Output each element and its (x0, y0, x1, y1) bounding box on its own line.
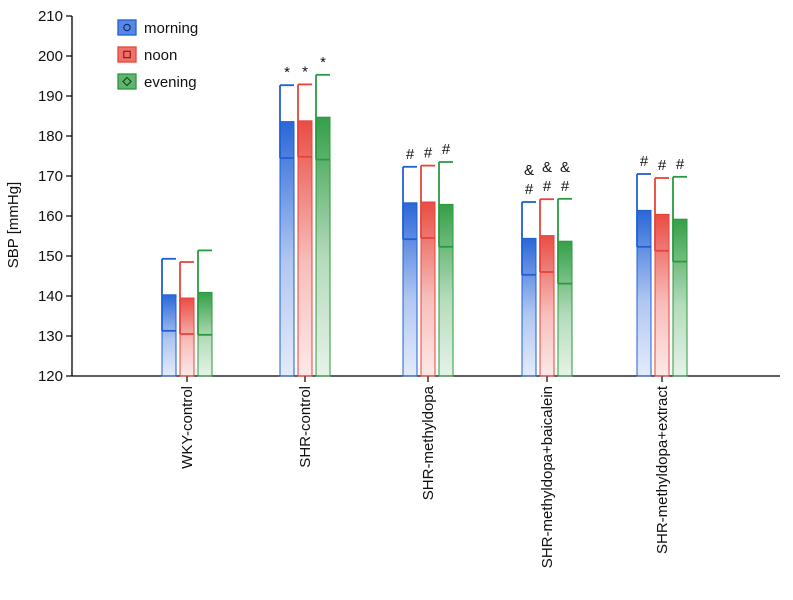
y-tick-label: 200 (38, 48, 63, 65)
significance-marker: * (320, 54, 326, 71)
legend-label: evening (144, 74, 197, 91)
category-labels: WKY-control SHR-control SHR-methyldopa SHR-… (179, 385, 671, 568)
bar-noon-shr-methyldopa (420, 201, 436, 377)
significance-marker: # (406, 146, 415, 163)
circle-marker-icon (123, 23, 131, 32)
bar-evening-shr-methyldopa (438, 203, 454, 377)
significance-marker: # (561, 178, 570, 195)
significance-markers: * **# # #&#&#&## # # (284, 54, 685, 198)
legend-item-evening: evening (117, 73, 197, 91)
category-label-shr-methyldopa-baicalein: SHR-methyldopa+baicalein (539, 386, 556, 568)
significance-marker: # (442, 141, 451, 158)
legend: morning noon evening (117, 19, 198, 91)
y-axis: 120 130 140 150 160 170 180 190 200 210 (38, 8, 73, 385)
y-tick-label: 130 (38, 328, 63, 345)
significance-marker: & (542, 159, 552, 176)
error-bars (161, 73, 687, 336)
significance-marker: # (676, 156, 685, 173)
bar-evening-shr-methyldopa-extract (672, 218, 688, 377)
y-tick-label: 210 (38, 8, 63, 25)
legend-swatch (117, 73, 137, 90)
bars (161, 116, 688, 377)
significance-marker: * (302, 63, 308, 80)
bar-noon-shr-methyldopa-extract (654, 213, 670, 377)
bar-morning-shr-methyldopa-extract (636, 209, 652, 377)
bar-evening-shr-control (315, 116, 331, 377)
square-marker-icon (123, 50, 131, 59)
diamond-marker-icon (122, 76, 132, 87)
significance-marker: * (284, 64, 290, 81)
x-axis (72, 375, 780, 382)
category-label-shr-methyldopa: SHR-methyldopa (420, 385, 437, 500)
bar-morning-shr-control (279, 121, 295, 377)
bar-morning-shr-methyldopa (402, 202, 418, 377)
y-tick-label: 180 (38, 128, 63, 145)
y-tick-label: 190 (38, 88, 63, 105)
significance-marker: # (424, 145, 433, 162)
bar-noon-shr-methyldopa-baicalein (539, 235, 555, 377)
legend-label: morning (144, 20, 198, 37)
significance-marker: # (658, 157, 667, 174)
y-tick-label: 140 (38, 288, 63, 305)
significance-marker: # (543, 178, 552, 195)
y-tick-label: 160 (38, 208, 63, 225)
y-tick-label: 170 (38, 168, 63, 185)
y-tick-label: 120 (38, 368, 63, 385)
significance-marker: # (525, 181, 534, 198)
significance-marker: & (524, 162, 534, 179)
significance-marker: # (640, 153, 649, 170)
category-label-shr-methyldopa-extract: SHR-methyldopa+extract (654, 385, 671, 554)
significance-marker: & (560, 159, 570, 176)
bar-noon-wky-control (179, 297, 195, 377)
legend-item-morning: morning (117, 19, 198, 37)
bar-evening-shr-methyldopa-baicalein (557, 240, 573, 377)
y-axis-title: SBP [mmHg] (5, 182, 22, 268)
legend-swatch (117, 46, 137, 63)
legend-item-noon: noon (117, 46, 177, 64)
bar-morning-shr-methyldopa-baicalein (521, 237, 537, 377)
y-tick-label: 150 (38, 248, 63, 265)
category-label-wky-control: WKY-control (179, 386, 196, 469)
legend-swatch (117, 19, 137, 36)
bar-morning-wky-control (161, 294, 177, 377)
legend-label: noon (144, 47, 177, 64)
category-label-shr-control: SHR-control (297, 386, 314, 468)
bar-noon-shr-control (297, 120, 313, 377)
